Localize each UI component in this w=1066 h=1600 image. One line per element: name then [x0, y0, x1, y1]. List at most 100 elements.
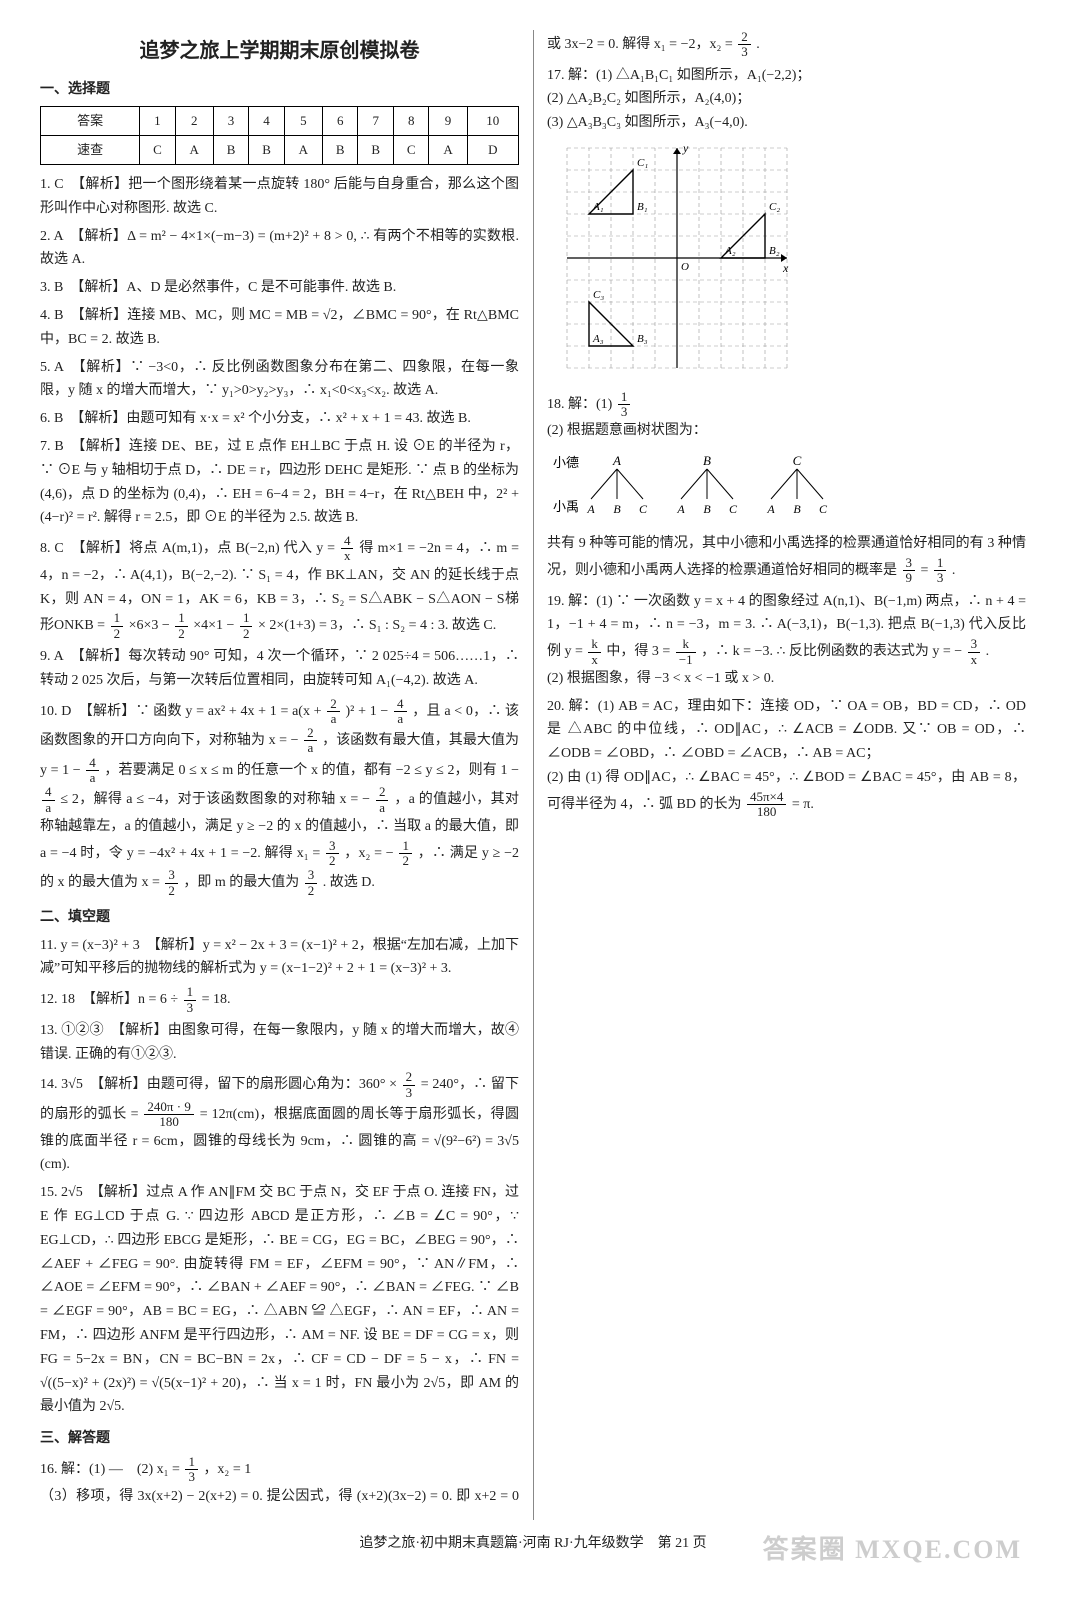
- ans-col: 6: [322, 106, 358, 135]
- q10-text: 10. D 【解析】∵ 函数 y = ax² + 4x + 1 = a(x +: [40, 704, 325, 719]
- q17-text: (2) △A₂B₂C₂ 如图所示，A₂(4,0)；: [547, 87, 1026, 111]
- fraction: 4a: [86, 756, 99, 786]
- q16-text: .: [756, 37, 760, 52]
- ans-cell: A: [284, 135, 322, 164]
- q8-text: 8. C 【解析】将点 A(m,1)，点 B(−2,n) 代入 y =: [40, 541, 339, 556]
- q3: 3. B 【解析】A、D 是必然事件，C 是不可能事件. 故选 B.: [40, 276, 519, 300]
- q16-text: ，x₂ = 1: [203, 1462, 251, 1477]
- ans-col: 8: [393, 106, 429, 135]
- ans-cell: B: [358, 135, 394, 164]
- ans-col: 4: [249, 106, 285, 135]
- q10-text: ≤ 2，解得 a ≤ −4，对于该函数图象的对称轴 x = −: [60, 792, 374, 807]
- fraction: 13: [618, 390, 631, 420]
- q20-text: (2) 由 (1) 得 OD∥AC，∴ ∠BAC = 45°，∴ ∠BOD = …: [547, 770, 1026, 812]
- fraction: 32: [165, 868, 178, 898]
- fraction: 13: [934, 556, 947, 586]
- fraction: 240π · 9180: [144, 1100, 193, 1130]
- page-footer: 追梦之旅·初中期末真题篇·河南 RJ·九年级数学 第 21 页: [40, 1532, 1026, 1556]
- svg-text:B: B: [703, 453, 711, 468]
- q20: 20. 解：(1) AB = AC，理由如下：连接 OD，∵ OA = OB，B…: [547, 695, 1026, 820]
- page-title: 追梦之旅上学期期末原创模拟卷: [40, 34, 519, 68]
- q17-text: (3) △A₃B₃C₃ 如图所示，A₃(−4,0).: [547, 111, 1026, 135]
- q16-text: 16. 解：(1) — (2) x₁ =: [40, 1462, 183, 1477]
- fraction: 32: [326, 839, 339, 869]
- fraction: 4x: [341, 534, 354, 564]
- q14: 14. 3√5 【解析】由题可得，留下的扇形圆心角为：360° × 23 = 2…: [40, 1070, 519, 1177]
- fraction: 2a: [304, 726, 317, 756]
- q11: 11. y = (x−3)² + 3 【解析】y = x² − 2x + 3 =…: [40, 934, 519, 982]
- fraction: 2a: [376, 785, 389, 815]
- q6: 6. B 【解析】由题可知有 x·x = x² 个小分支，∴ x² + x + …: [40, 407, 519, 431]
- q9: 9. A 【解析】每次转动 90° 可知，4 次一个循环，∵ 2 025÷4 =…: [40, 645, 519, 693]
- q10-text: ，x₂ = −: [344, 846, 397, 861]
- svg-text:C₃: C₃: [593, 289, 604, 301]
- q13: 13. ①②③ 【解析】由图象可得，在每一象限内，y 随 x 的增大而增大，故④…: [40, 1019, 519, 1067]
- svg-text:C: C: [639, 502, 648, 516]
- q10: 10. D 【解析】∵ 函数 y = ax² + 4x + 1 = a(x + …: [40, 697, 519, 898]
- svg-text:C₂: C₂: [769, 201, 780, 213]
- q8-text: ×6×3 −: [129, 618, 174, 633]
- ans-cell: B: [213, 135, 249, 164]
- fraction: 12: [399, 839, 412, 869]
- ans-cell: B: [249, 135, 285, 164]
- ans-row-label: 答案: [41, 106, 140, 135]
- q17-text: 17. 解：(1) △A₁B₁C₁ 如图所示，A₁(−2,2)；: [547, 64, 1026, 88]
- fraction: 23: [403, 1070, 416, 1100]
- svg-text:x: x: [782, 261, 789, 275]
- ans-cell: D: [467, 135, 518, 164]
- tree-diagram: 小德小禹AABCBABCCABC: [547, 449, 1026, 526]
- ans-col: 10: [467, 106, 518, 135]
- fraction: k−1: [676, 637, 696, 667]
- svg-text:B₃: B₃: [637, 333, 648, 345]
- svg-text:O: O: [681, 261, 689, 273]
- ans-col: 5: [284, 106, 322, 135]
- answer-table: 答案 1 2 3 4 5 6 7 8 9 10 速查 C A B B A B B…: [40, 106, 519, 165]
- svg-text:A: A: [612, 453, 621, 468]
- ans-cell: C: [393, 135, 429, 164]
- svg-text:A₃: A₃: [592, 333, 604, 345]
- fraction: 3x: [968, 637, 981, 667]
- q20-text: = π.: [792, 797, 814, 812]
- q2: 2. A 【解析】Δ = m² − 4×1×(−m−3) = (m+2)² + …: [40, 225, 519, 273]
- section-3-head: 三、解答题: [40, 1427, 519, 1451]
- ans-cell: B: [322, 135, 358, 164]
- q10-text: . 故选 D.: [323, 875, 375, 890]
- fraction: 45π×4180: [747, 790, 786, 820]
- svg-text:y: y: [682, 143, 689, 155]
- svg-text:小德: 小德: [553, 455, 579, 470]
- svg-text:B₂: B₂: [769, 245, 780, 257]
- fraction: 13: [184, 985, 197, 1015]
- q10-text: )² + 1 −: [346, 704, 393, 719]
- q19-text: (2) 根据图象，得 −3 < x < −1 或 x > 0.: [547, 671, 774, 686]
- svg-text:B₁: B₁: [637, 201, 648, 213]
- q7: 7. B 【解析】连接 DE、BE，过 E 点作 EH⊥BC 于点 H. 设 ⊙…: [40, 435, 519, 530]
- ans-cell: A: [175, 135, 213, 164]
- q4: 4. B 【解析】连接 MB、MC，则 MC = MB = √2，∠BMC = …: [40, 304, 519, 352]
- q14-text: 14. 3√5 【解析】由题可得，留下的扇形圆心角为：360° ×: [40, 1077, 401, 1092]
- fraction: 2a: [327, 697, 340, 727]
- q15: 15. 2√5 【解析】过点 A 作 AN∥FM 交 BC 于点 N，交 EF …: [40, 1181, 519, 1419]
- ans-cell: A: [429, 135, 467, 164]
- q18: 18. 解：(1) 13 (2) 根据题意画树状图为： 小德小禹AABCBABC…: [547, 390, 1026, 586]
- ans-col: 3: [213, 106, 249, 135]
- fraction: 4a: [394, 697, 407, 727]
- q1: 1. C 【解析】把一个图形绕着某一点旋转 180° 后能与自身重合，那么这个图…: [40, 173, 519, 221]
- q19: 19. 解：(1) ∵ 一次函数 y = x + 4 的图象经过 A(n,1)、…: [547, 590, 1026, 691]
- q8: 8. C 【解析】将点 A(m,1)，点 B(−2,n) 代入 y = 4x 得…: [40, 534, 519, 641]
- q19-text: 中，得 3 =: [606, 644, 673, 659]
- section-1-head: 一、选择题: [40, 78, 519, 102]
- q12: 12. 18 【解析】n = 6 ÷ 13 = 18.: [40, 985, 519, 1015]
- q18-text: .: [952, 563, 956, 578]
- svg-text:A: A: [766, 502, 775, 516]
- fraction: 23: [738, 30, 751, 60]
- ans-col: 7: [358, 106, 394, 135]
- svg-text:C: C: [819, 502, 828, 516]
- fraction: 12: [175, 611, 188, 641]
- q19-text: ，∴ k = −3. ∴ 反比例函数的表达式为 y = −: [701, 644, 966, 659]
- fraction: 39: [903, 556, 916, 586]
- q17: 17. 解：(1) △A₁B₁C₁ 如图所示，A₁(−2,2)； (2) △A₂…: [547, 64, 1026, 135]
- q20-text: 20. 解：(1) AB = AC，理由如下：连接 OD，∵ OA = OB，B…: [547, 695, 1026, 766]
- section-2-head: 二、填空题: [40, 906, 519, 930]
- svg-text:C₁: C₁: [637, 157, 648, 169]
- fraction: 32: [305, 868, 318, 898]
